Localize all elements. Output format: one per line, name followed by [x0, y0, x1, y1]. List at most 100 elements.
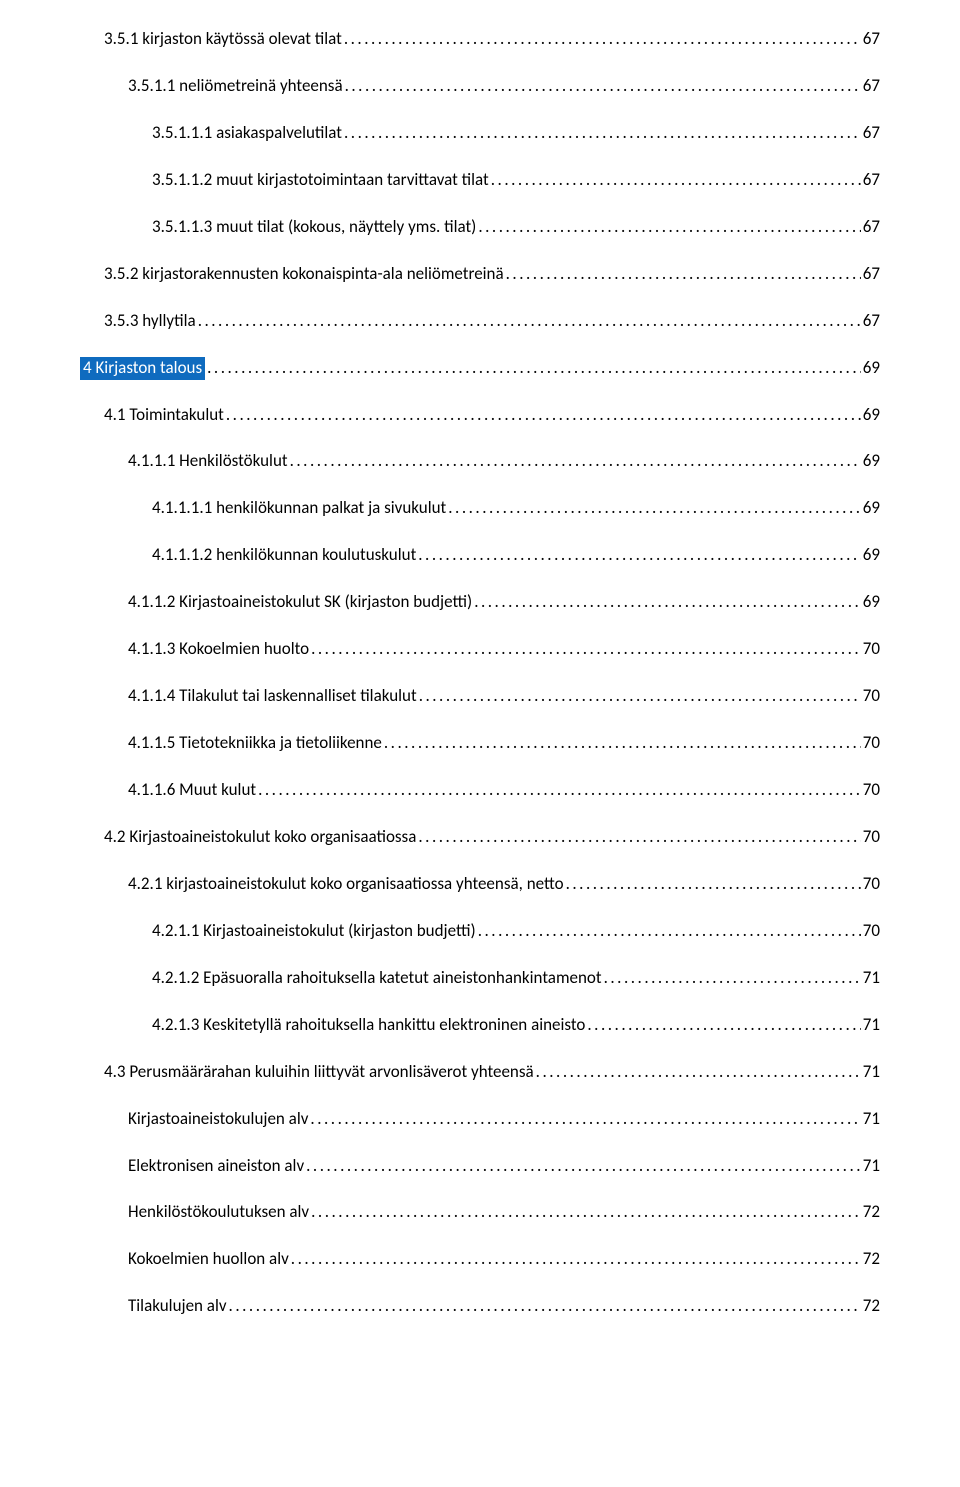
- toc-entry-page: 70: [863, 873, 880, 896]
- toc-entry-page: 70: [863, 920, 880, 943]
- toc-entry-label: 4.1.1.4 Tilakulut tai laskennalliset til…: [128, 685, 417, 708]
- toc-entry: 4.2.1 kirjastoaineistokulut koko organis…: [80, 873, 880, 896]
- toc-entry: 4.1.1.1.1 henkilökunnan palkat ja sivuku…: [80, 497, 880, 520]
- toc-entry: Henkilöstökoulutuksen alv 72: [80, 1201, 880, 1224]
- toc-leader-dots: [478, 216, 860, 239]
- toc-entry-page: 67: [863, 75, 880, 98]
- toc-entry-label: 4.1.1.1.1 henkilökunnan palkat ja sivuku…: [152, 497, 446, 520]
- toc-entry: 4.1.1.6 Muut kulut 70: [80, 779, 880, 802]
- toc-entry: 4.2.1.2 Epäsuoralla rahoituksella katetu…: [80, 967, 880, 990]
- toc-entry-label: Tilakulujen alv: [128, 1295, 227, 1318]
- toc-entry: 4.1.1.1.2 henkilökunnan koulutuskulut69: [80, 544, 880, 567]
- toc-leader-dots: [258, 779, 861, 802]
- toc-leader-dots: [345, 75, 861, 98]
- toc-entry: 3.5.3 hyllytila67: [80, 310, 880, 333]
- toc-entry: 3.5.1.1 neliömetreinä yhteensä67: [80, 75, 880, 98]
- toc-entry: 4.2.1.1 Kirjastoaineistokulut (kirjaston…: [80, 920, 880, 943]
- toc-leader-dots: [384, 732, 861, 755]
- toc-entry: Elektronisen aineiston alv 71: [80, 1155, 880, 1178]
- toc-entry: 4.2 Kirjastoaineistokulut koko organisaa…: [80, 826, 880, 849]
- toc-entry-page: 67: [863, 122, 880, 145]
- toc-leader-dots: [491, 169, 861, 192]
- toc-entry-page: 72: [863, 1201, 880, 1224]
- toc-entry-label: 3.5.1.1.1 asiakaspalvelutilat: [152, 122, 342, 145]
- toc-entry: Tilakulujen alv72: [80, 1295, 880, 1318]
- toc-entry-page: 67: [863, 263, 880, 286]
- toc-entry-page: 70: [863, 826, 880, 849]
- toc-leader-dots: [587, 1014, 860, 1037]
- toc-entry-label: Kirjastoaineistokulujen alv: [128, 1108, 308, 1131]
- toc-entry-label: 4.2.1.3 Keskitetyllä rahoituksella hanki…: [152, 1014, 585, 1037]
- toc-entry-page: 70: [863, 685, 880, 708]
- toc-entry-label: 4.3 Perusmäärärahan kuluihin liittyvät a…: [104, 1061, 534, 1084]
- toc-entry-label: 3.5.1 kirjaston käytössä olevat tilat: [104, 28, 342, 51]
- toc-entry: 3.5.1.1.3 muut tilat (kokous, näyttely y…: [80, 216, 880, 239]
- toc-leader-dots: [418, 826, 860, 849]
- toc-entry: 3.5.1.1.2 muut kirjastotoimintaan tarvit…: [80, 169, 880, 192]
- toc-entry-page: 71: [863, 1061, 880, 1084]
- toc-entry-page: 67: [863, 28, 880, 51]
- toc-entry-label: 4.1.1.3 Kokoelmien huolto: [128, 638, 309, 661]
- toc-leader-dots: [306, 1155, 861, 1178]
- toc-entry: 4.3 Perusmäärärahan kuluihin liittyvät a…: [80, 1061, 880, 1084]
- toc-leader-dots: [506, 263, 861, 286]
- toc-entry-page: 70: [863, 638, 880, 661]
- toc-entry: 4.1.1.1 Henkilöstökulut 69: [80, 450, 880, 473]
- toc-leader-dots: [448, 497, 861, 520]
- toc-entry: 4.1.1.5 Tietotekniikka ja tietoliikenne 7…: [80, 732, 880, 755]
- toc-entry-page: 67: [863, 310, 880, 333]
- toc-entry-page: 71: [863, 967, 880, 990]
- toc-leader-dots: [536, 1061, 861, 1084]
- toc-entry: 3.5.1.1.1 asiakaspalvelutilat 67: [80, 122, 880, 145]
- toc-entry-page: 67: [863, 169, 880, 192]
- toc-entry-label: Elektronisen aineiston alv: [128, 1155, 304, 1178]
- toc-entry-label: 4.1 Toimintakulut: [104, 404, 224, 427]
- toc-leader-dots: [344, 122, 861, 145]
- toc-entry: Kirjastoaineistokulujen alv71: [80, 1108, 880, 1131]
- toc-leader-dots: [226, 404, 861, 427]
- toc-entry: 4.1.1.2 Kirjastoaineistokulut SK (kirjas…: [80, 591, 880, 614]
- toc-leader-dots: [604, 967, 861, 990]
- toc-leader-dots: [207, 357, 861, 380]
- toc-entry-label: 4.2.1 kirjastoaineistokulut koko organis…: [128, 873, 564, 896]
- toc-leader-dots: [290, 450, 861, 473]
- toc-leader-dots: [478, 920, 861, 943]
- toc-entry-page: 69: [863, 450, 880, 473]
- toc-leader-dots: [310, 1108, 860, 1131]
- toc-entry-page: 72: [863, 1248, 880, 1271]
- toc-entry-label: 4.1.1.1.2 henkilökunnan koulutuskulut: [152, 544, 416, 567]
- toc-entry-page: 71: [863, 1014, 880, 1037]
- toc-entry-label: Kokoelmien huollon alv: [128, 1248, 289, 1271]
- toc-leader-dots: [229, 1295, 861, 1318]
- toc-entry-label: 4.2.1.2 Epäsuoralla rahoituksella katetu…: [152, 967, 602, 990]
- toc-leader-dots: [311, 1201, 861, 1224]
- toc-entry-label: 3.5.1.1.3 muut tilat (kokous, näyttely y…: [152, 216, 476, 239]
- toc-entry-label: 4.2.1.1 Kirjastoaineistokulut (kirjaston…: [152, 920, 476, 943]
- toc-entry-page: 67: [863, 216, 880, 239]
- toc-entry-page: 70: [863, 779, 880, 802]
- toc-entry-label: 3.5.2 kirjastorakennusten kokonaispinta-…: [104, 263, 504, 286]
- toc-entry: 4.2.1.3 Keskitetyllä rahoituksella hanki…: [80, 1014, 880, 1037]
- toc-entry-page: 71: [863, 1155, 880, 1178]
- toc-entry-page: 70: [863, 732, 880, 755]
- toc-entry: 4.1.1.3 Kokoelmien huolto 70: [80, 638, 880, 661]
- toc-entry-page: 69: [863, 591, 880, 614]
- toc-entry: 4.1 Toimintakulut 69: [80, 404, 880, 427]
- toc-entry-page: 69: [863, 497, 880, 520]
- toc-entry-page: 69: [863, 404, 880, 427]
- toc-leader-dots: [566, 873, 861, 896]
- toc-entry-label: 4.1.1.1 Henkilöstökulut: [128, 450, 288, 473]
- toc-leader-dots: [344, 28, 861, 51]
- table-of-contents: 3.5.1 kirjaston käytössä olevat tilat673…: [80, 28, 880, 1318]
- toc-entry-label: 4.1.1.6 Muut kulut: [128, 779, 256, 802]
- toc-entry: 4 Kirjaston talous69: [80, 357, 880, 380]
- toc-entry: 4.1.1.4 Tilakulut tai laskennalliset til…: [80, 685, 880, 708]
- toc-entry-label: Henkilöstökoulutuksen alv: [128, 1201, 309, 1224]
- toc-entry-label: 4.1.1.2 Kirjastoaineistokulut SK (kirjas…: [128, 591, 472, 614]
- toc-entry: Kokoelmien huollon alv 72: [80, 1248, 880, 1271]
- toc-leader-dots: [419, 685, 861, 708]
- toc-entry-label: 4.1.1.5 Tietotekniikka ja tietoliikenne: [128, 732, 382, 755]
- toc-leader-dots: [198, 310, 861, 333]
- toc-leader-dots: [291, 1248, 861, 1271]
- toc-entry-label: 4.2 Kirjastoaineistokulut koko organisaa…: [104, 826, 416, 849]
